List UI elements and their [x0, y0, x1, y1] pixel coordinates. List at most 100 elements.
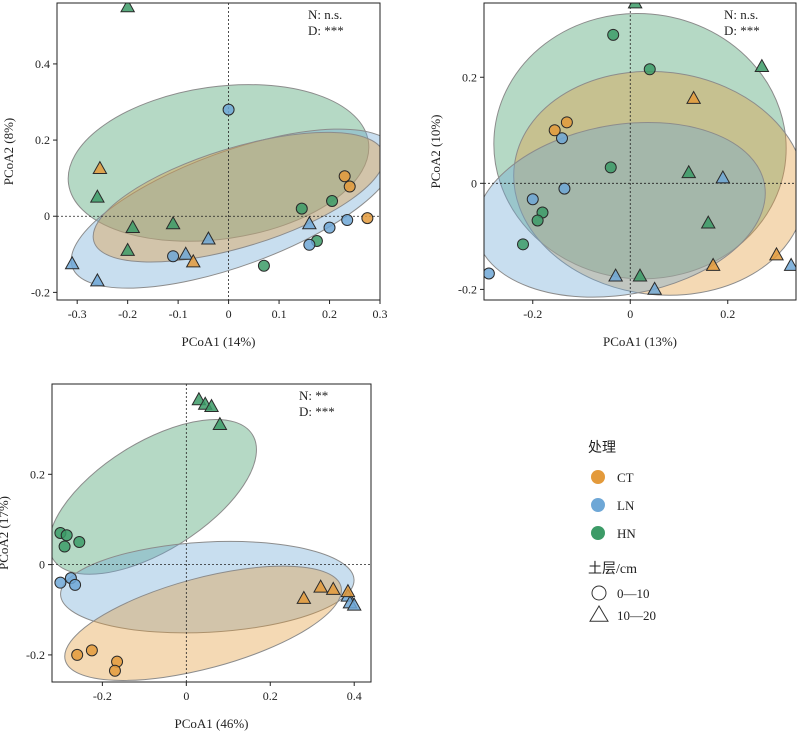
significance-annotation: N: n.s.	[308, 7, 342, 22]
legend-depth-label: 10—20	[617, 608, 656, 623]
point-ct-triangle	[296, 590, 312, 604]
point-ln-triangle	[89, 272, 105, 287]
x-axis-label: PCoA1 (14%)	[181, 334, 255, 349]
point-hn-circle	[295, 202, 308, 215]
x-tick-label: 0	[627, 307, 633, 321]
legend-label-ct: CT	[617, 470, 634, 485]
point-ct-circle	[71, 648, 84, 661]
legend-shape-circle	[591, 585, 607, 601]
y-tick-label: 0.2	[35, 133, 50, 147]
legend-depth-label: 0—10	[617, 586, 650, 601]
point-ln-triangle	[715, 169, 731, 184]
point-ct-circle	[560, 116, 573, 129]
plot-frame	[56, 2, 381, 301]
x-tick-label: 0.2	[322, 307, 337, 321]
pcoa-panel-1: -0.3 -0.2 -0.1 0 0.1 0.2 0.3 -0.2 0 0.2 0.4 PCoA1 (…	[1, 2, 388, 349]
point-hn-triangle	[212, 416, 228, 431]
point-ln-triangle	[178, 246, 194, 260]
significance-annotation: D: ***	[724, 23, 760, 38]
y-tick-label: -0.2	[31, 285, 50, 299]
y-tick-label: 0	[39, 558, 45, 572]
y-tick-label: -0.2	[26, 648, 45, 662]
confidence-ellipse-hn	[52, 418, 257, 575]
point-ln-triangle	[783, 257, 796, 271]
point-ct-triangle	[340, 583, 356, 598]
point-hn-circle	[73, 536, 86, 549]
x-tick-label: 0	[226, 307, 232, 321]
significance-annotation: D: ***	[299, 404, 335, 419]
point-hn-circle	[58, 540, 71, 553]
point-ln-circle	[54, 576, 67, 589]
x-tick-label: 0.1	[272, 307, 287, 321]
point-ln-circle	[69, 578, 82, 591]
point-ln-triangle	[346, 597, 362, 611]
point-ln-circle	[558, 182, 571, 195]
x-tick-label: 0.3	[373, 307, 388, 321]
point-ct-triangle	[686, 90, 702, 104]
point-ln-circle	[222, 103, 235, 116]
point-ln-triangle	[647, 281, 663, 295]
x-tick-label: -0.2	[523, 307, 542, 321]
point-hn-triangle	[627, 3, 643, 9]
legend-label-hn: HN	[617, 526, 636, 541]
legend-title-treatment: 处理	[588, 440, 616, 456]
point-hn-triangle	[165, 215, 181, 230]
point-hn-triangle	[632, 268, 648, 282]
point-ln-circle	[341, 214, 354, 227]
x-tick-label: -0.3	[68, 307, 87, 321]
y-axis-label: PCoA2 (17%)	[0, 496, 11, 570]
legend: 处理 CT LN HN 土层/cm 0—10 10—20	[588, 440, 656, 623]
y-tick-label: -0.2	[458, 282, 477, 296]
legend-swatch-ln	[591, 498, 605, 512]
point-ln-triangle	[301, 215, 317, 230]
plot-area	[52, 384, 371, 682]
point-ct-triangle	[185, 253, 201, 268]
legend-swatch-ct	[591, 470, 605, 484]
y-axis-label: PCoA2 (10%)	[428, 114, 443, 188]
point-hn-triangle	[125, 219, 141, 234]
point-hn-triangle	[681, 164, 697, 179]
point-ct-triangle	[705, 257, 721, 271]
point-ct-circle	[548, 124, 561, 137]
confidence-ellipse-ln	[484, 121, 766, 298]
y-tick-label: 0.2	[462, 70, 477, 84]
y-tick-label: 0	[44, 209, 50, 223]
point-ct-circle	[85, 644, 98, 657]
x-axis-label: PCoA1 (46%)	[174, 716, 248, 731]
x-tick-label: 0.2	[720, 307, 735, 321]
significance-annotation: N: **	[299, 388, 328, 403]
point-hn-triangle	[120, 242, 136, 256]
point-hn-circle	[531, 214, 544, 227]
x-tick-label: 0	[183, 689, 189, 703]
point-ln-circle	[323, 221, 336, 234]
point-ln-circle	[484, 267, 495, 280]
point-hn-triangle	[700, 215, 716, 229]
point-ct-circle	[361, 212, 374, 225]
point-ct-circle	[108, 664, 121, 677]
x-tick-label: 0.4	[347, 689, 362, 703]
significance-annotation: N: n.s.	[724, 7, 758, 22]
pcoa-panel-3: -0.2 0 0.2 0.4 -0.2 0 0.2 PCoA1 (46%) PCoA2 (17%…	[0, 383, 372, 731]
legend-title-depth: 土层/cm	[588, 561, 637, 577]
x-axis-label: PCoA1 (13%)	[603, 334, 677, 349]
legend-label-ln: LN	[617, 498, 635, 513]
point-ct-triangle	[325, 581, 341, 595]
point-ln-circle	[526, 193, 539, 206]
point-hn-triangle	[120, 3, 136, 13]
point-ct-circle	[343, 180, 356, 193]
point-hn-circle	[326, 195, 339, 207]
significance-annotation: D: ***	[308, 23, 344, 38]
y-axis-label: PCoA2 (8%)	[1, 118, 16, 186]
plot-frame	[51, 383, 372, 683]
point-ln-triangle	[608, 268, 624, 282]
point-ct-triangle	[313, 579, 329, 593]
point-hn-triangle	[89, 189, 105, 203]
point-hn-circle	[604, 161, 617, 174]
point-ct-triangle	[768, 246, 785, 261]
legend-swatch-hn	[591, 526, 605, 540]
point-ln-triangle	[64, 255, 80, 270]
plot-frame	[483, 2, 797, 301]
y-tick-label: 0.2	[30, 467, 45, 481]
confidence-ellipse-ct	[92, 131, 380, 263]
